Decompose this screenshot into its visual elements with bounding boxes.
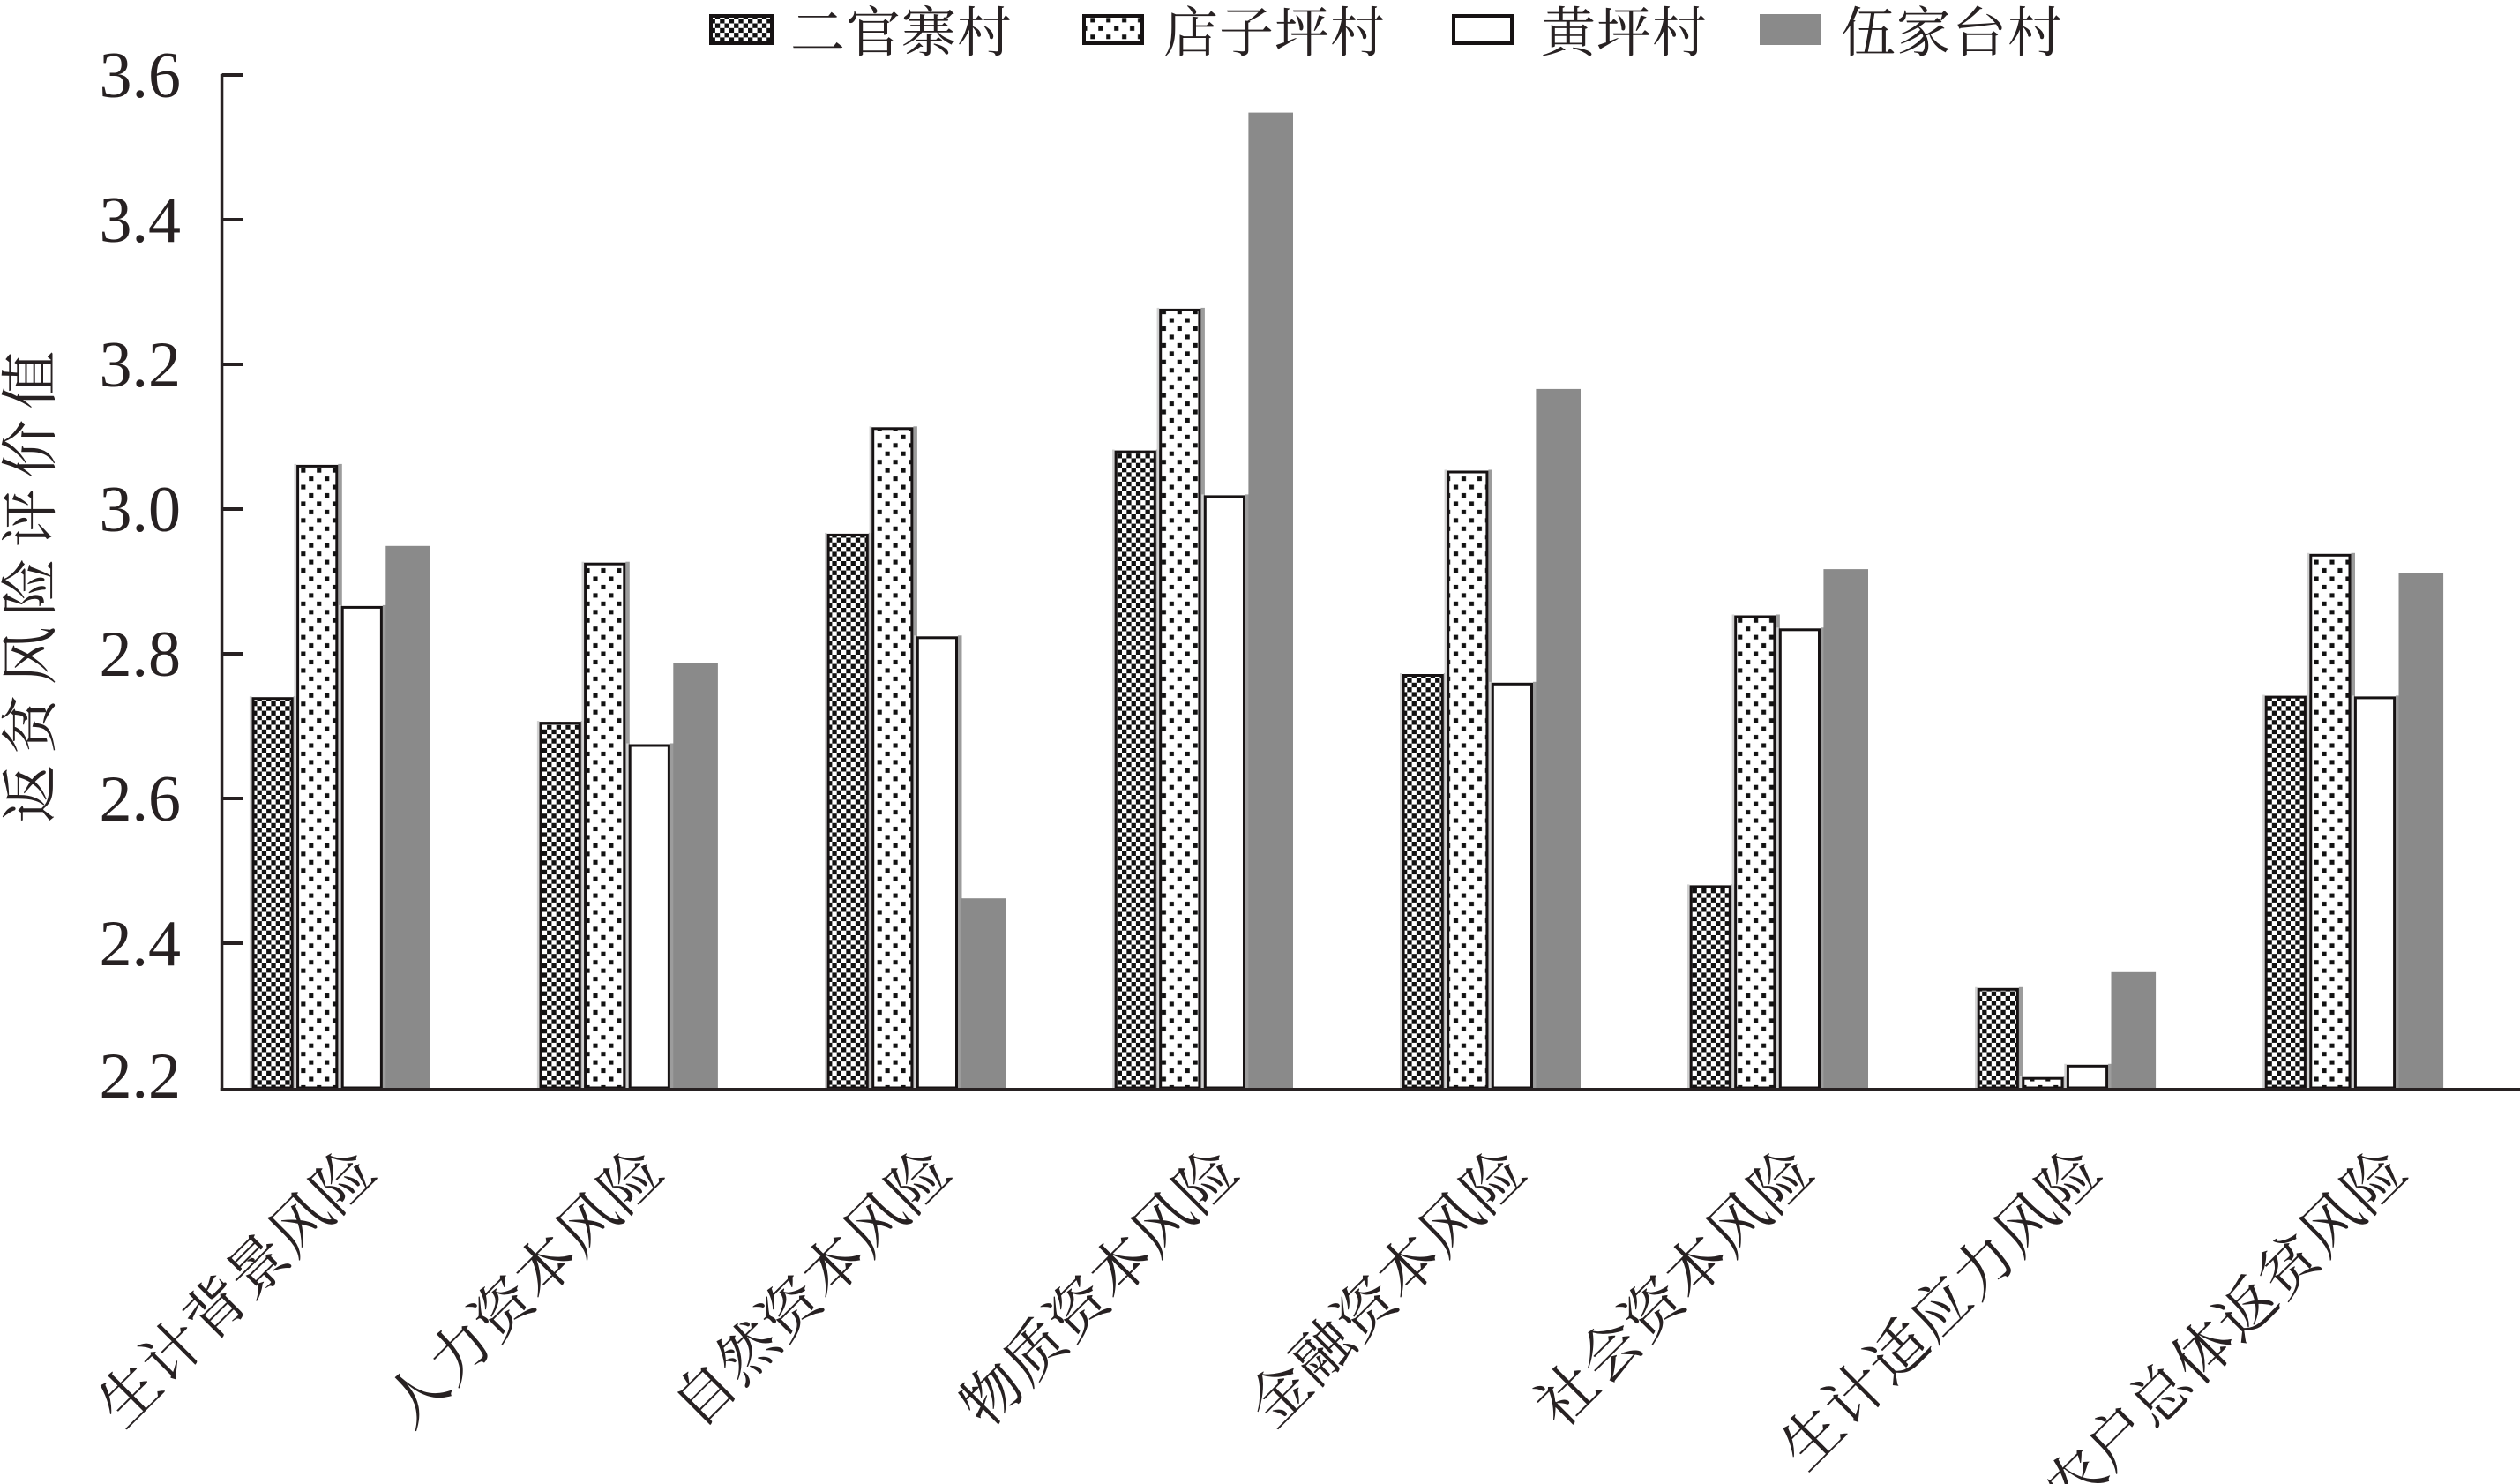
svg-text:3.2: 3.2 [100,329,182,401]
svg-text:3.6: 3.6 [100,40,182,112]
svg-text:3.4: 3.4 [100,184,182,257]
svg-text:2.2: 2.2 [100,1040,182,1113]
svg-text:2.8: 2.8 [100,618,182,691]
svg-text:2.4: 2.4 [100,908,182,980]
svg-text:3.0: 3.0 [100,474,182,546]
svg-text:2.6: 2.6 [100,763,182,836]
